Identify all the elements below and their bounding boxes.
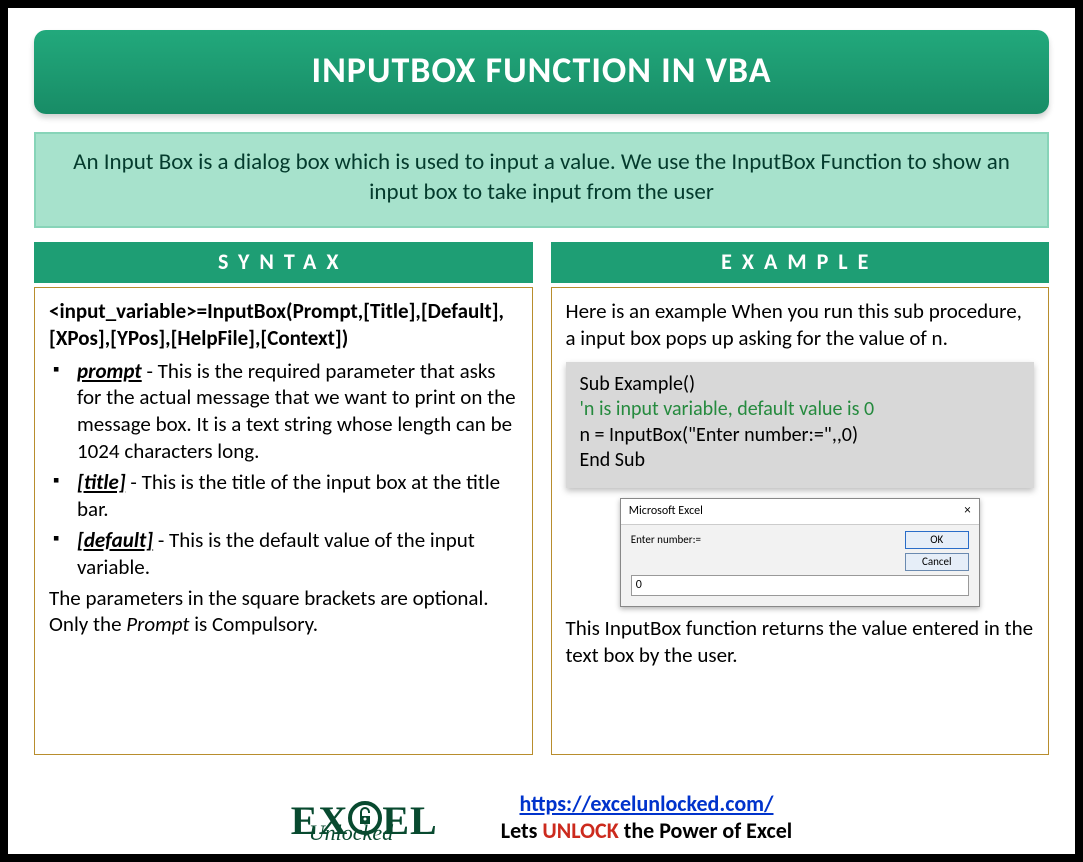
example-heading: EXAMPLE <box>551 242 1050 283</box>
inputbox-dialog: Microsoft Excel × Enter number:= OK Canc… <box>620 498 980 607</box>
tagline: Lets UNLOCK the Power of Excel <box>501 817 792 844</box>
note-em: Prompt <box>126 611 189 637</box>
example-conclusion: This InputBox function returns the value… <box>566 615 1035 669</box>
param-desc: - This is the title of the input box at … <box>77 469 500 522</box>
syntax-body: <input_variable>=InputBox(Prompt,[Title]… <box>34 287 533 755</box>
code-line: End Sub <box>580 448 1021 474</box>
code-comment: 'n is input variable, default value is 0 <box>580 397 1021 423</box>
param-desc: - This is the required parameter that as… <box>77 358 516 465</box>
ok-button[interactable]: OK <box>905 531 969 549</box>
code-block: Sub Example() 'n is input variable, defa… <box>566 362 1035 488</box>
example-body: Here is an example When you run this sub… <box>551 287 1050 755</box>
param-list: prompt - This is the required parameter … <box>49 358 518 581</box>
site-url-link[interactable]: https://excelunlocked.com/ <box>519 790 773 817</box>
infographic-frame: INPUTBOX FUNCTION IN VBA An Input Box is… <box>0 0 1083 862</box>
tagline-unlock: UNLOCK <box>542 817 618 844</box>
note-post: is Compulsory. <box>189 611 318 637</box>
param-item: prompt - This is the required parameter … <box>49 358 518 466</box>
tagline-pre: Lets <box>501 817 543 844</box>
syntax-heading: SYNTAX <box>34 242 533 283</box>
logo-unlocked-text: Unlocked <box>309 820 393 846</box>
excel-unlocked-logo: EXEL Unlocked <box>291 790 481 844</box>
dialog-title: Microsoft Excel <box>629 504 703 519</box>
close-icon[interactable]: × <box>964 503 970 520</box>
page-title: INPUTBOX FUNCTION IN VBA <box>34 30 1049 114</box>
param-name: prompt <box>77 358 142 384</box>
param-item: [title] - This is the title of the input… <box>49 469 518 523</box>
param-name: [title] <box>77 469 126 495</box>
example-lead: Here is an example When you run this sub… <box>566 298 1035 352</box>
tagline-post: the Power of Excel <box>619 817 792 844</box>
syntax-note: The parameters in the square brackets ar… <box>49 585 518 639</box>
dialog-input[interactable]: 0 <box>631 575 969 596</box>
code-line: Sub Example() <box>580 372 1021 398</box>
content-columns: SYNTAX <input_variable>=InputBox(Prompt,… <box>34 242 1049 755</box>
footer-text: https://excelunlocked.com/ Lets UNLOCK t… <box>501 790 792 844</box>
intro-text: An Input Box is a dialog box which is us… <box>34 132 1049 228</box>
syntax-signature: <input_variable>=InputBox(Prompt,[Title]… <box>49 298 518 352</box>
param-name: [default] <box>77 527 153 553</box>
syntax-column: SYNTAX <input_variable>=InputBox(Prompt,… <box>34 242 533 755</box>
dialog-illustration: Microsoft Excel × Enter number:= OK Canc… <box>566 498 1035 607</box>
dialog-titlebar: Microsoft Excel × <box>621 499 979 525</box>
param-item: [default] - This is the default value of… <box>49 527 518 581</box>
cancel-button[interactable]: Cancel <box>905 553 969 571</box>
footer: EXEL Unlocked https://excelunlocked.com/… <box>8 790 1075 844</box>
dialog-body: Enter number:= OK Cancel 0 <box>621 525 979 606</box>
code-line: n = InputBox("Enter number:=",,0) <box>580 423 1021 449</box>
example-column: EXAMPLE Here is an example When you run … <box>551 242 1050 755</box>
dialog-buttons: OK Cancel <box>905 531 969 575</box>
